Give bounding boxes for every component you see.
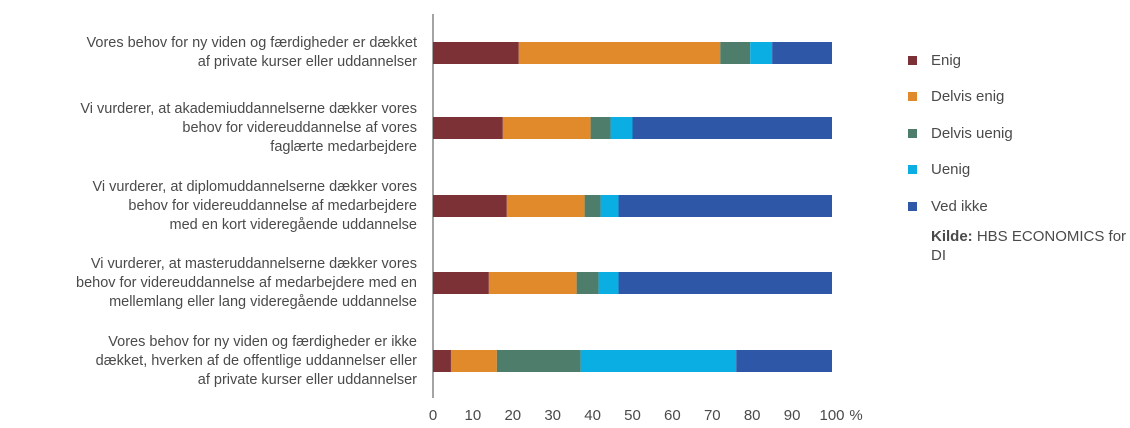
bar-segment-2-delvis-uenig [590,117,611,139]
x-tick-label: 10 [465,407,482,424]
legend: Enig Delvis enig Delvis uenig Uenig Ved ikke… [908,42,1130,265]
x-tick-label: 90 [784,407,801,424]
bar-segment-5-delvis-uenig [496,350,581,372]
category-label-line: behov for videreuddannelse af medarbejde… [76,274,417,291]
bar-segment-5-ved-ikke [736,350,832,372]
bar-segment-2-ved-ikke [632,117,832,139]
legend-swatch [908,92,917,102]
category-label-line: Vores behov for ny viden og færdigheder … [86,35,417,51]
bar-segment-1-delvis-enig [518,42,721,64]
bar-segment-5-uenig [580,350,737,372]
legend-swatch [908,201,917,211]
category-label-line: dækket, hverken af de offentlige uddanne… [95,352,417,369]
bar-segment-4-delvis-uenig [576,272,599,294]
x-tick-label: 100 [819,407,844,424]
legend-swatch [908,128,917,138]
source-note: Kilde: HBS ECONOMICS for DI [931,227,1130,265]
legend-item: Delvis enig [908,79,1130,116]
category-label-line: af private kurser eller uddannelser [197,371,417,388]
bar-segment-4-enig [433,272,489,294]
category-label-line: Vi vurderer, at akademiuddannelserne dæk… [80,100,417,117]
legend-item: Ved ikke [908,188,1130,225]
x-tick-label: 50 [624,407,641,424]
bar-segment-4-ved-ikke [618,272,832,294]
source-text: HBS ECONOMICS for DI [931,227,1127,264]
category-label-line: mellemlang eller lang videregående uddan… [109,293,417,310]
x-tick-label: 70 [704,407,721,424]
bar-segment-2-enig [433,117,503,139]
x-tick-label: 20 [504,407,521,424]
bar-segment-3-uenig [600,195,619,217]
bar-segment-3-enig [433,195,507,217]
category-label-line: faglærte medarbejdere [270,138,417,155]
category-label-line: behov for videreuddannelse af medarbejde… [128,197,417,214]
legend-item: Delvis uenig [908,115,1130,152]
x-tick-label: 80 [744,407,761,424]
category-label-line: af private kurser eller uddannelser [197,54,417,70]
legend-label: Ved ikke [931,197,988,215]
bar-segment-2-uenig [610,117,633,139]
category-label: Vi vurderer, at akademiuddannelserne dæk… [0,100,417,157]
legend-label: Delvis uenig [931,124,1013,142]
category-label: Vi vurderer, at diplomuddannelserne dækk… [0,178,417,235]
category-label-line: Vores behov for ny viden og færdigheder … [108,333,417,350]
bar-segment-3-delvis-uenig [584,195,601,217]
bar-segment-3-ved-ikke [618,195,832,217]
bar-segment-3-delvis-enig [506,195,585,217]
bar-segment-1-enig [433,42,519,64]
legend-label: Uenig [931,161,971,179]
legend-label: Delvis enig [931,88,1005,106]
bar-segment-4-delvis-enig [488,272,577,294]
bar-segment-1-uenig [750,42,773,64]
bar-segment-2-delvis-enig [502,117,591,139]
category-label-line: med en kort videregående uddannelse [169,216,417,233]
category-label-line: behov for videreuddannelse af vores [182,119,417,136]
legend-swatch [908,55,917,65]
legend-item: Uenig [908,152,1130,189]
bar-segment-1-delvis-uenig [720,42,751,64]
x-tick-label: 60 [664,407,681,424]
category-label: Vores behov for ny viden og færdigheder … [0,34,417,72]
legend-label: Enig [931,51,962,69]
source-label: Kilde: [931,227,973,245]
legend-item: Enig [908,42,1130,79]
x-tick-label: 0 [429,407,437,424]
x-tick-label: 30 [544,407,561,424]
legend-swatch [908,165,917,175]
bar-segment-1-ved-ikke [772,42,832,64]
x-unit-label: % [849,407,862,424]
category-label: Vi vurderer, at masteruddannelserne dækk… [0,255,417,312]
bar-segment-5-enig [433,350,451,372]
bar-segment-5-delvis-enig [450,350,497,372]
category-label-line: Vi vurderer, at masteruddannelserne dækk… [90,255,417,272]
category-label-line: Vi vurderer, at diplomuddannelserne dækk… [92,178,417,195]
category-label: Vores behov for ny viden og færdigheder … [0,333,417,390]
x-tick-label: 40 [584,407,601,424]
bar-segment-4-uenig [598,272,619,294]
